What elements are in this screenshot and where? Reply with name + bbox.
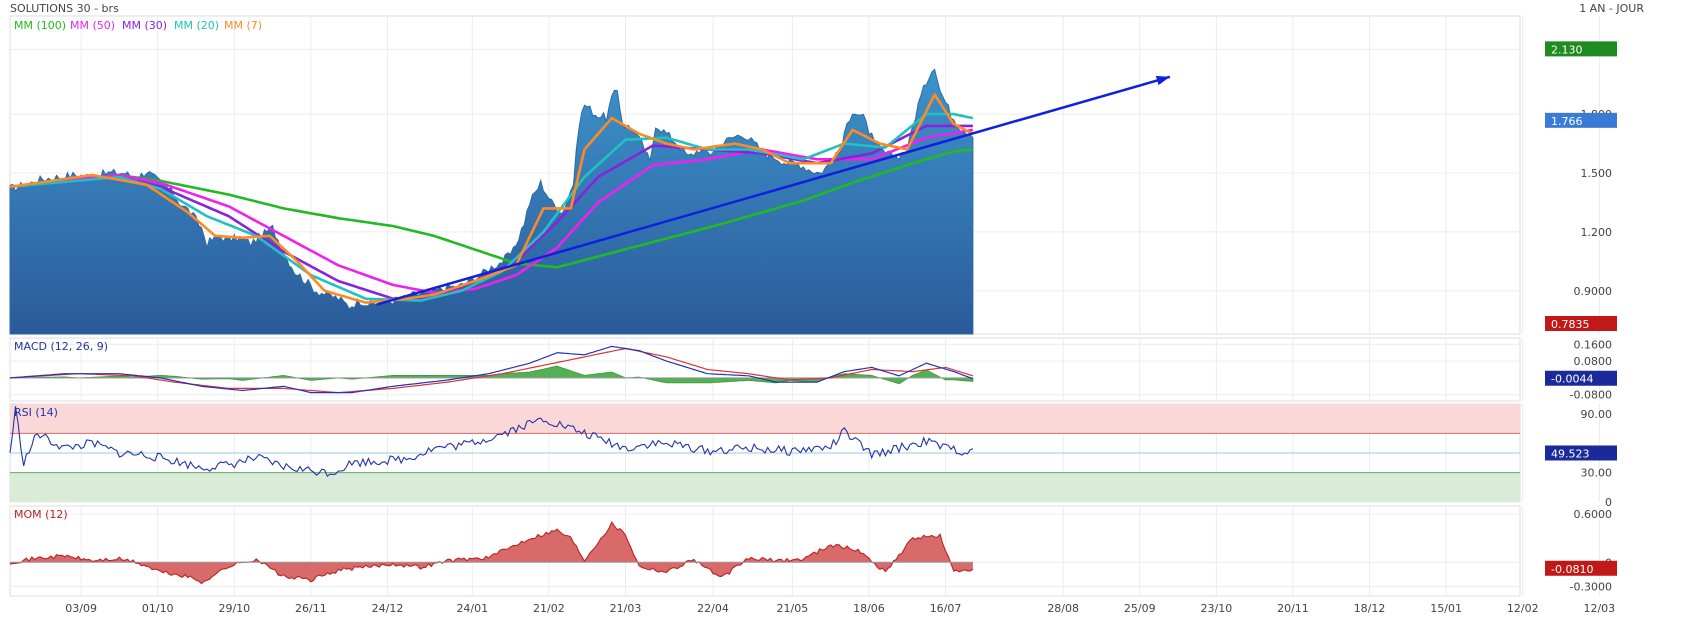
rsi-line	[9, 406, 974, 478]
x-tick-label: 25/09	[1124, 602, 1156, 615]
y-tick-label: -0.3000	[1570, 580, 1612, 593]
mm100-line	[9, 148, 974, 269]
mm50-line	[9, 128, 974, 295]
panel-frame-mom	[9, 505, 1521, 597]
x-tick-label: 21/03	[610, 602, 642, 615]
macd-last-value-bg	[1545, 370, 1617, 386]
macd-last-value: -0.0044	[1551, 373, 1593, 386]
last-price-label-bg	[1545, 112, 1617, 128]
x-tick-label: 22/04	[697, 602, 729, 615]
x-tick-label: 26/11	[295, 602, 327, 615]
rsi-legend: RSI (14)	[14, 406, 58, 419]
mom-last-value-bg	[1545, 560, 1617, 576]
y-tick-label: 0.6000	[1574, 508, 1613, 521]
mom-last-value: -0.0810	[1551, 563, 1593, 576]
y-tick-label: -0.0800	[1570, 389, 1612, 402]
x-tick-label: 28/08	[1047, 602, 1079, 615]
legend-mm-3: MM (20)	[174, 19, 219, 32]
y-tick-label: 90.00	[1581, 408, 1613, 421]
x-tick-label: 03/09	[65, 602, 97, 615]
x-tick-label: 12/03	[1583, 602, 1615, 615]
x-tick-label: 21/02	[533, 602, 565, 615]
period-label[interactable]: 1 AN - JOUR	[1579, 2, 1644, 15]
y-tick-label: 30.00	[1581, 467, 1613, 480]
x-tick-label: 18/06	[853, 602, 885, 615]
mom-legend: MOM (12)	[14, 508, 68, 521]
chart-title: SOLUTIONS 30 - brs	[10, 2, 119, 15]
y-tick-label: 0	[1605, 496, 1612, 509]
x-axis: 03/09 01/10 29/10 26/11 24/12 24/01 21/02 21/03…	[65, 602, 1615, 615]
x-tick-label: 24/12	[372, 602, 404, 615]
low-price-label: 0.7835	[1551, 318, 1590, 331]
x-tick-label: 18/12	[1354, 602, 1386, 615]
x-tick-label: 21/05	[777, 602, 809, 615]
legend-mm-4: MM (7)	[224, 19, 262, 32]
x-tick-label: 29/10	[218, 602, 250, 615]
macd-line	[9, 345, 974, 394]
x-tick-label: 01/10	[142, 602, 174, 615]
rsi-panel: 90.00 30.00 0 RSI (14) 49.523	[9, 404, 1617, 509]
macd-panel: 0.1600 0.0800 -0.0800 MACD (12, 26, 9) -0.00…	[9, 338, 1617, 402]
x-tick-label: 20/11	[1277, 602, 1309, 615]
x-tick-label: 23/10	[1201, 602, 1233, 615]
x-tick-label: 12/02	[1507, 602, 1539, 615]
y-tick-label: 0.1600	[1574, 338, 1613, 351]
x-tick-label: 16/07	[930, 602, 962, 615]
low-price-label-bg	[1545, 316, 1617, 331]
trend-line	[376, 75, 1171, 306]
y-tick-label: 0.9000	[1574, 285, 1613, 298]
macd-signal-line	[9, 347, 974, 394]
legend-mm-0: MM (100)	[14, 19, 66, 32]
rsi-last-value: 49.523	[1551, 447, 1590, 460]
rsi-last-value-bg	[1545, 445, 1617, 461]
mm7-line	[9, 93, 974, 304]
rsi-oversold-zone	[10, 472, 1520, 502]
price-area	[9, 68, 974, 335]
legend-mm-2: MM (30)	[122, 19, 167, 32]
legend-mm-1: MM (50)	[70, 19, 115, 32]
y-tick-label: 0.0800	[1574, 355, 1613, 368]
top-price-label: 2.130	[1551, 43, 1583, 56]
trend-arrowhead	[1155, 75, 1170, 86]
last-price-label: 1.766	[1551, 115, 1583, 128]
rsi-overbought-zone	[10, 404, 1520, 434]
y-tick-label: 1.500	[1581, 167, 1613, 180]
mom-line	[9, 520, 974, 585]
y-tick-label: 1.200	[1581, 226, 1613, 239]
x-tick-label: 24/01	[456, 602, 488, 615]
panel-frame-macd	[9, 337, 1521, 402]
x-tick-label: 15/01	[1430, 602, 1462, 615]
mm20-line	[9, 112, 974, 302]
top-price-label-bg	[1545, 41, 1617, 57]
macd-legend: MACD (12, 26, 9)	[14, 340, 108, 353]
